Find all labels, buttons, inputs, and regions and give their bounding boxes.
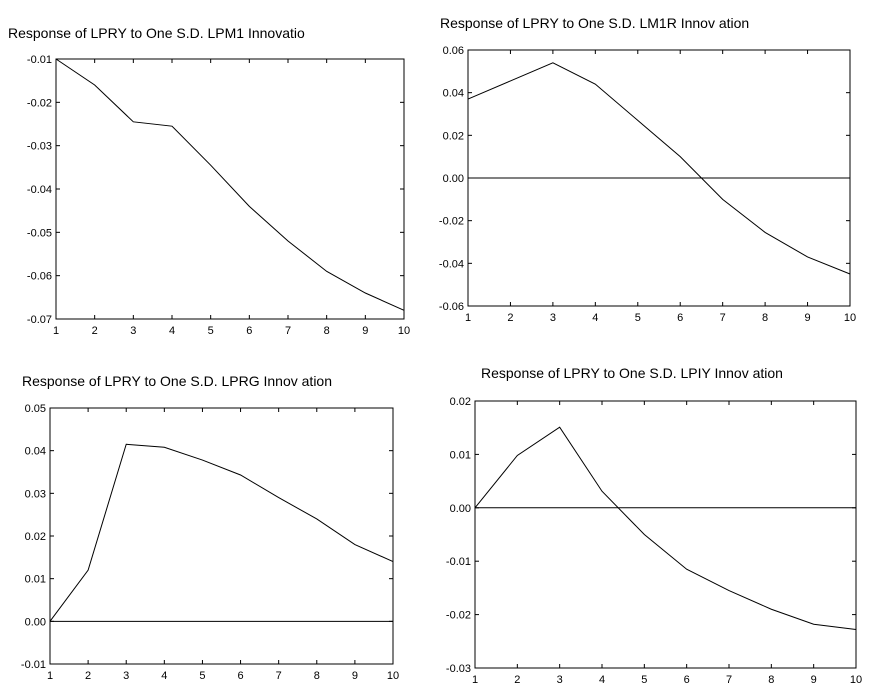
- x-tick-label: 2: [92, 325, 98, 337]
- chart-title: Response of LPRY to One S.D. LPIY Innov …: [481, 365, 783, 381]
- x-tick-label: 5: [635, 312, 641, 324]
- x-tick-label: 10: [398, 325, 410, 337]
- chart-2: Response of LPRY to One S.D. LM1R Innov …: [439, 15, 856, 324]
- y-tick-label: 0.02: [443, 130, 464, 142]
- x-tick-label: 1: [472, 674, 478, 686]
- y-tick-label: -0.06: [27, 271, 52, 283]
- y-tick-label: 0.06: [443, 45, 464, 57]
- y-tick-label: -0.02: [439, 216, 464, 228]
- response-series-line: [474, 426, 857, 631]
- response-series-line: [49, 443, 394, 622]
- y-tick-label: -0.04: [27, 184, 52, 196]
- x-tick-label: 7: [285, 325, 291, 337]
- x-tick-label: 9: [362, 325, 368, 337]
- x-tick-label: 6: [677, 312, 683, 324]
- chart-title: Response of LPRY to One S.D. LPRG Innov …: [22, 373, 332, 389]
- y-tick-label: -0.06: [439, 301, 464, 313]
- x-tick-label: 6: [684, 674, 690, 686]
- y-tick-label: -0.07: [27, 314, 52, 326]
- y-tick-label: 0.04: [443, 88, 464, 100]
- y-tick-label: -0.01: [21, 659, 46, 671]
- x-tick-label: 8: [314, 670, 320, 682]
- y-tick-label: -0.04: [439, 258, 464, 270]
- y-tick-label: -0.03: [27, 141, 52, 153]
- y-tick-label: 0.01: [450, 449, 471, 461]
- x-tick-label: 5: [208, 325, 214, 337]
- chart-3: Response of LPRY to One S.D. LPRG Innov …: [21, 373, 399, 682]
- x-tick-label: 2: [514, 674, 520, 686]
- x-tick-label: 3: [130, 325, 136, 337]
- x-tick-label: 2: [507, 312, 513, 324]
- x-tick-label: 1: [465, 312, 471, 324]
- x-tick-label: 6: [246, 325, 252, 337]
- x-tick-label: 9: [352, 670, 358, 682]
- x-tick-label: 8: [324, 325, 330, 337]
- y-tick-label: -0.01: [446, 556, 471, 568]
- y-tick-label: -0.02: [446, 610, 471, 622]
- x-tick-label: 1: [53, 325, 59, 337]
- x-tick-label: 10: [850, 674, 862, 686]
- x-tick-label: 9: [804, 312, 810, 324]
- x-tick-label: 5: [641, 674, 647, 686]
- x-tick-label: 3: [550, 312, 556, 324]
- x-tick-label: 4: [161, 670, 167, 682]
- y-tick-label: 0.00: [450, 503, 471, 515]
- y-tick-label: -0.02: [27, 97, 52, 109]
- response-series-line: [55, 58, 405, 311]
- y-tick-label: 0.03: [25, 488, 46, 500]
- x-tick-label: 4: [592, 312, 598, 324]
- x-tick-label: 6: [237, 670, 243, 682]
- x-tick-label: 8: [768, 674, 774, 686]
- x-tick-label: 10: [844, 312, 856, 324]
- chart-title: Response of LPRY to One S.D. LM1R Innov …: [440, 15, 749, 31]
- chart-title: Response of LPRY to One S.D. LPM1 Innova…: [8, 25, 305, 41]
- y-tick-label: 0.05: [25, 403, 46, 415]
- y-tick-label: -0.05: [27, 227, 52, 239]
- plot-frame: [474, 400, 857, 669]
- x-tick-label: 7: [726, 674, 732, 686]
- y-tick-label: -0.01: [27, 54, 52, 66]
- y-tick-label: 0.00: [443, 173, 464, 185]
- x-tick-label: 2: [85, 670, 91, 682]
- x-tick-label: 1: [47, 670, 53, 682]
- x-tick-label: 7: [276, 670, 282, 682]
- x-tick-label: 9: [811, 674, 817, 686]
- chart-1: Response of LPRY to One S.D. LPM1 Innova…: [8, 25, 410, 337]
- x-tick-label: 4: [169, 325, 175, 337]
- chart-4: Response of LPRY to One S.D. LPIY Innov …: [446, 365, 862, 686]
- y-tick-label: 0.01: [25, 574, 46, 586]
- x-tick-label: 3: [123, 670, 129, 682]
- x-tick-label: 3: [557, 674, 563, 686]
- response-series-line: [467, 62, 851, 275]
- y-tick-label: 0.02: [25, 531, 46, 543]
- y-tick-label: -0.03: [446, 663, 471, 675]
- y-tick-label: 0.00: [25, 616, 46, 628]
- x-tick-label: 4: [599, 674, 605, 686]
- x-tick-label: 7: [720, 312, 726, 324]
- y-tick-label: 0.04: [25, 446, 46, 458]
- x-tick-label: 5: [199, 670, 205, 682]
- y-tick-label: 0.02: [450, 396, 471, 408]
- x-tick-label: 10: [387, 670, 399, 682]
- x-tick-label: 8: [762, 312, 768, 324]
